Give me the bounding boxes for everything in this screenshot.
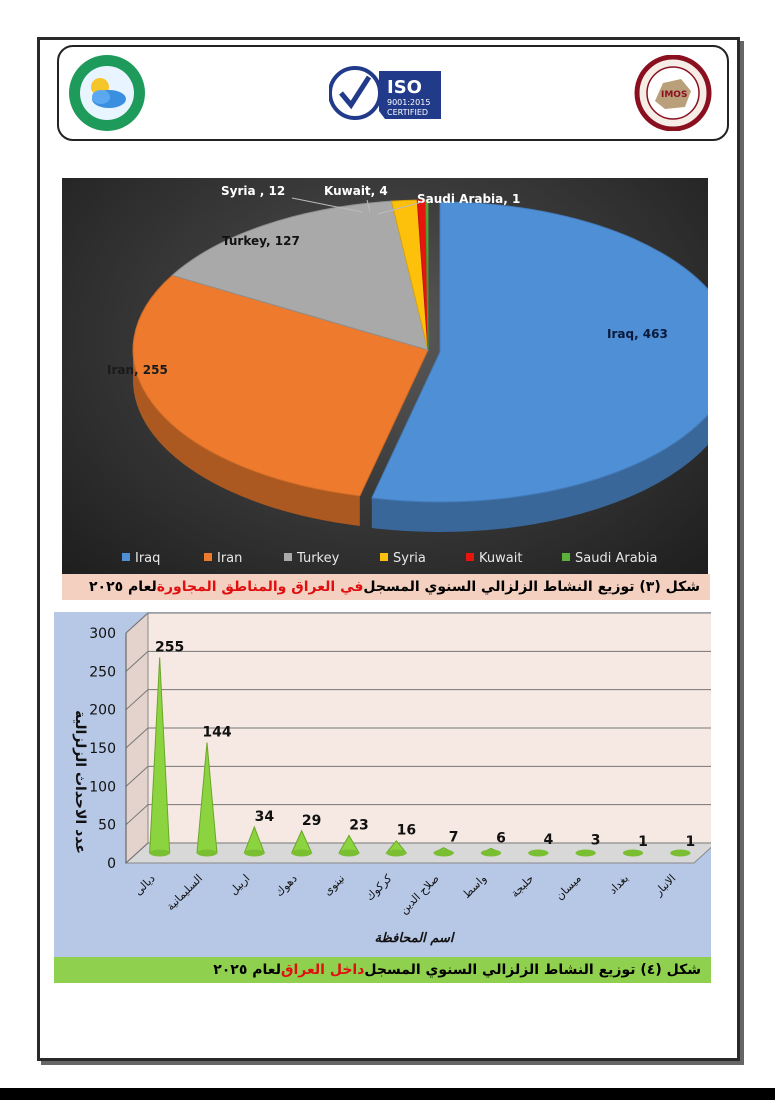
- pie-leader-line: [291, 197, 363, 213]
- iso-certification-logo: ISO 9001:2015 CERTIFIED: [329, 66, 441, 120]
- bottom-edge-bar: [0, 1088, 775, 1100]
- y-tick-label: 0: [107, 856, 116, 872]
- bar-data-label: 1: [638, 834, 648, 850]
- pie-leader-line: [366, 199, 371, 213]
- y-tick-label: 200: [89, 703, 116, 719]
- x-axis-title: اسم المحافظة: [375, 931, 456, 946]
- pie-slice-side-iraq: [371, 352, 735, 532]
- x-tick-label: اربيل: [227, 872, 253, 898]
- legend-label: Iran: [217, 551, 242, 566]
- pie-data-label: Turkey, 127: [222, 234, 300, 248]
- pie-data-label: Saudi Arabia, 1: [417, 192, 520, 206]
- y-tick-label: 300: [89, 626, 116, 642]
- y-tick-label: 150: [89, 741, 116, 757]
- x-tick-label: الانبار: [651, 872, 678, 899]
- gridline-side: [125, 842, 149, 864]
- pie-chart: Iraq, 463 Iran, 255 Turkey, 127 Syria , 12 K…: [107, 184, 736, 566]
- bar-data-label: 1: [685, 834, 695, 850]
- y-tick-label: 100: [89, 779, 116, 795]
- x-tick-label: السليمانية: [164, 872, 205, 913]
- gridline-side: [125, 612, 149, 634]
- legend-swatch: [122, 553, 130, 561]
- bar-data-label: 16: [397, 823, 416, 839]
- x-tick-label: ميسان: [553, 872, 584, 903]
- legend-label: Kuwait: [479, 551, 522, 566]
- bar-cone-base: [623, 849, 643, 857]
- figure-4-caption: شكل (٤) توزيع النشاط الزلزالي السنوي الم…: [54, 957, 711, 983]
- iso-text: ISO: [387, 77, 422, 98]
- bar-data-label: 34: [255, 809, 275, 825]
- legend-swatch: [204, 553, 212, 561]
- pie-data-label: Kuwait, 4: [324, 184, 388, 198]
- gridline-side: [125, 689, 149, 711]
- pie-chart-panel: Iraq, 463 Iran, 255 Turkey, 127 Syria , 12 K…: [62, 178, 736, 574]
- pie-data-label: Iraq, 463: [607, 327, 668, 341]
- bar-chart-panel: 0 50 100 150 200 250 300 255 ديالى 144 السليمانية 3…: [54, 611, 718, 957]
- iso-certified: CERTIFIED: [387, 108, 428, 117]
- bar-cone-base: [339, 849, 359, 857]
- x-tick-label: دهوك: [273, 872, 300, 899]
- legend-swatch: [466, 553, 474, 561]
- legend-label: Iraq: [135, 551, 160, 566]
- legend-label: Syria: [393, 551, 426, 566]
- gridline-side: [125, 765, 149, 787]
- legend-label: Turkey: [296, 551, 340, 566]
- pie-slice-saudi-arabia: [425, 199, 429, 351]
- meteorology-logo: [69, 55, 145, 131]
- fig4-caption-highlight: داخل العراق: [280, 962, 365, 978]
- fig4-caption-suffix: لعام ٢٠٢٥: [213, 962, 281, 978]
- y-axis-title: عدد الاحداث الزلزالية: [72, 710, 88, 854]
- bar-cone-base: [575, 849, 596, 857]
- pie-data-label: Syria , 12: [221, 184, 285, 198]
- gridline-side: [125, 804, 149, 826]
- fig3-caption-highlight: في العراق والمناطق المجاورة: [156, 579, 364, 595]
- pie-slice-turkey: [171, 200, 429, 351]
- bar-cone-base: [291, 849, 312, 857]
- legend-swatch: [284, 553, 292, 561]
- bar-data-label: 255: [155, 640, 184, 656]
- bar-cone-base: [481, 849, 501, 857]
- bar-data-label: 29: [302, 813, 321, 829]
- fig3-caption-prefix: شكل (٣) توزيع النشاط الزلزالي السنوي الم…: [363, 579, 700, 595]
- x-tick-label: كركوك: [363, 871, 395, 903]
- bar-cone-base: [433, 849, 454, 857]
- iso-standard: 9001:2015: [387, 98, 430, 107]
- bar-data-label: 144: [202, 725, 231, 741]
- bar-cone-base: [149, 849, 170, 857]
- bar-cone-base: [386, 849, 407, 857]
- x-tick-label: ديالى: [132, 872, 158, 898]
- x-tick-label: بغداد: [606, 872, 631, 897]
- fig4-caption-prefix: شكل (٤) توزيع النشاط الزلزالي السنوي الم…: [364, 962, 701, 978]
- pie-leader-line: [377, 201, 423, 215]
- header-logo-box: ISO 9001:2015 CERTIFIED IMOS: [57, 45, 729, 141]
- bar-chart: 0 50 100 150 200 250 300 255 ديالى 144 السليمانية 3…: [72, 611, 718, 946]
- bar-data-label: 4: [543, 832, 553, 848]
- legend-swatch: [562, 553, 570, 561]
- pie-data-label: Iran, 255: [107, 363, 168, 377]
- bar-data-label: 3: [591, 833, 601, 849]
- imos-logo: IMOS: [634, 55, 712, 131]
- figure-3-caption: شكل (٣) توزيع النشاط الزلزالي السنوي الم…: [62, 574, 710, 600]
- x-tick-label: واسط: [460, 872, 489, 901]
- pie-slice-iran: [132, 274, 429, 497]
- y-tick-label: 50: [98, 818, 116, 834]
- legend-label: Saudi Arabia: [575, 551, 658, 566]
- bar-data-label: 6: [496, 830, 506, 846]
- bar-cone-base: [528, 849, 549, 857]
- y-tick-label: 250: [89, 664, 116, 680]
- bar-cone-base: [244, 849, 265, 857]
- x-tick-label: صلاح الدين: [397, 872, 442, 917]
- imos-logo-text: IMOS: [661, 90, 687, 100]
- x-tick-label: نينوى: [321, 872, 347, 898]
- pie-slice-side-iran: [133, 350, 360, 526]
- gridline-side: [125, 727, 149, 749]
- bar-data-label: 7: [449, 830, 459, 846]
- bar-cone-base: [670, 849, 691, 857]
- legend-swatch: [380, 553, 388, 561]
- gridline-side: [125, 650, 149, 672]
- bar-cone-base: [197, 849, 217, 857]
- fig3-caption-suffix: لعام ٢٠٢٥: [88, 579, 157, 595]
- bar-data-label: 23: [349, 817, 368, 833]
- x-tick-label: حلبجة: [508, 872, 536, 900]
